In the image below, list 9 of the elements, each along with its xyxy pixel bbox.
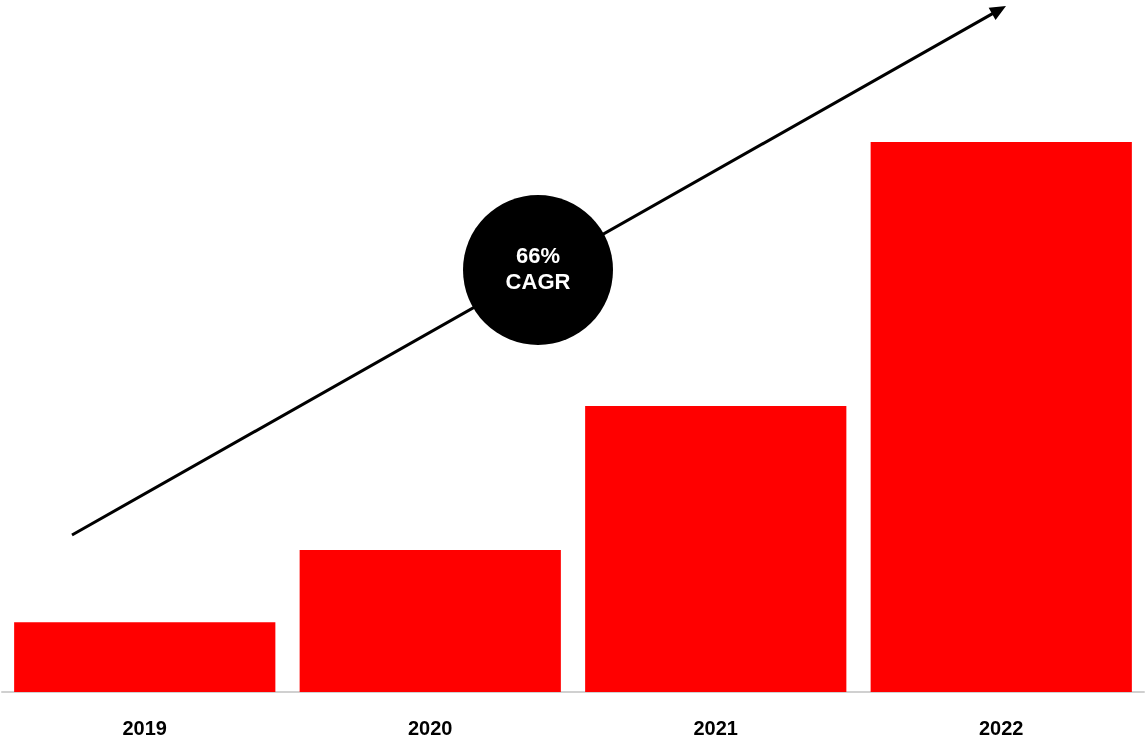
x-tick-label: 2020 [408, 717, 453, 739]
annotation: 66% CAGR [504, 243, 572, 295]
x-tick-label: 2021 [693, 717, 738, 739]
x-tick-label: 2022 [979, 717, 1024, 739]
bar [870, 142, 1132, 692]
bar [14, 622, 276, 692]
bar [299, 550, 561, 692]
x-tick-label: 2019 [122, 717, 167, 739]
bar [585, 406, 847, 692]
